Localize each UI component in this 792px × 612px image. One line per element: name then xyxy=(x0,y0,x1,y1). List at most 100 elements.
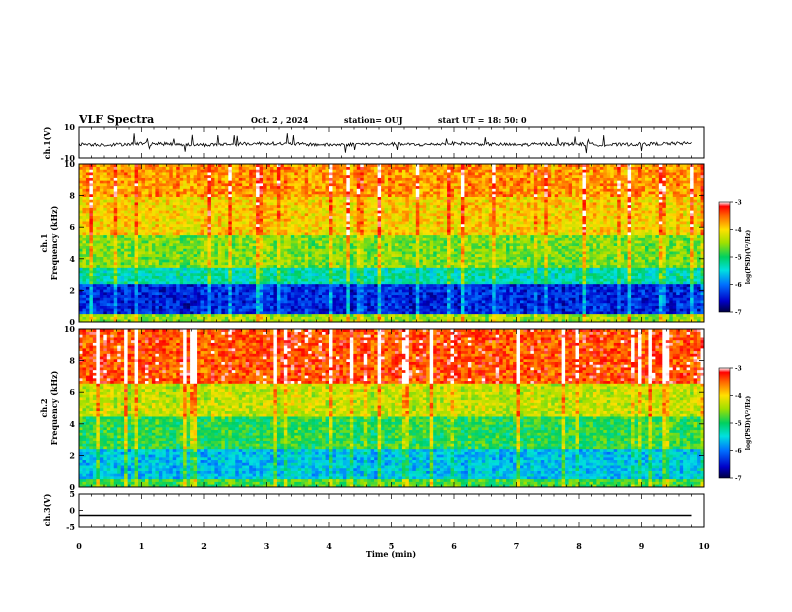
spectrogram-cell xyxy=(634,311,639,315)
spectrogram-cell xyxy=(207,278,212,282)
spectrogram-cell xyxy=(134,319,139,323)
spectrogram-cell xyxy=(405,305,410,309)
spectrogram-cell xyxy=(217,264,222,268)
spectrogram-cell xyxy=(596,270,601,274)
spectrogram-cell xyxy=(283,308,288,312)
spectrogram-cell xyxy=(304,292,309,296)
spectrogram-cell xyxy=(561,256,566,260)
spectrogram-cell xyxy=(176,248,180,252)
spectrogram-cell xyxy=(627,316,632,320)
spectrogram-cell xyxy=(672,305,677,309)
spectrogram-cell xyxy=(238,251,243,255)
spectrogram-cell xyxy=(499,281,503,285)
spectrogram-cell xyxy=(120,292,125,296)
spectrogram-cell xyxy=(467,264,472,268)
spectrogram-cell xyxy=(193,294,198,298)
spectrogram-cell xyxy=(165,313,170,317)
spectrogram-cell xyxy=(544,308,549,312)
spectrogram-cell xyxy=(485,283,490,287)
spectrogram-cell xyxy=(464,305,469,309)
spectrogram-cell xyxy=(471,311,476,315)
spectrogram-cell xyxy=(294,281,299,285)
spectrogram-cell xyxy=(460,256,465,260)
spectrogram-cell xyxy=(526,300,531,304)
spectrogram-cell xyxy=(627,292,632,296)
spectrogram-cell xyxy=(367,251,371,255)
spectrogram-cell xyxy=(405,289,410,293)
spectrogram-cell xyxy=(596,297,601,301)
spectrogram-cell xyxy=(579,292,583,296)
spectrogram-cell xyxy=(394,300,399,304)
spectrogram-cell xyxy=(474,245,479,249)
spectrogram-cell xyxy=(269,270,274,274)
spectrogram-cell xyxy=(398,319,403,323)
spectrogram-cell xyxy=(672,294,677,298)
spectrogram-cell xyxy=(436,245,441,249)
spectrogram-cell xyxy=(190,272,194,276)
spectrogram-cell xyxy=(342,275,347,279)
spectrogram-cell xyxy=(297,245,302,249)
spectrogram-cell xyxy=(592,302,597,306)
spectrogram-cell xyxy=(620,319,625,323)
spectrogram-cell xyxy=(346,286,351,290)
spectrogram-cell xyxy=(415,259,420,263)
spectrogram-cell xyxy=(329,313,333,317)
spectrogram-cell xyxy=(523,251,528,255)
spectrogram-cell xyxy=(624,316,628,320)
spectrogram-cell xyxy=(269,316,274,320)
spectrogram-cell xyxy=(450,259,455,263)
spectrogram-cell xyxy=(419,281,424,285)
spectrogram-cell xyxy=(353,297,358,301)
spectrogram-cell xyxy=(582,305,587,309)
spectrogram-cell xyxy=(467,294,472,298)
spectrogram-cell xyxy=(627,251,632,255)
spectrogram-cell xyxy=(686,289,691,293)
spectrogram-cell xyxy=(151,275,156,279)
spectrogram-cell xyxy=(231,286,236,290)
spectrogram-cell xyxy=(499,256,503,260)
spectrogram-cell xyxy=(565,262,569,266)
spectrogram-cell xyxy=(356,253,361,257)
spectrogram-cell xyxy=(408,270,413,274)
spectrogram-cell xyxy=(269,308,274,312)
spectrogram-cell xyxy=(301,248,305,252)
spectrogram-cell xyxy=(502,289,507,293)
spectrogram-cell xyxy=(183,292,187,296)
spectrogram-cell xyxy=(235,251,240,255)
spectrogram-cell xyxy=(252,281,257,285)
spectrogram-cell xyxy=(363,253,368,257)
spectrogram-cell xyxy=(575,283,580,287)
spectrogram-cell xyxy=(575,264,580,268)
spectrogram-cell xyxy=(568,253,573,257)
spectrogram-cell xyxy=(523,264,528,268)
spectrogram-cell xyxy=(349,300,354,304)
spectrogram-cell xyxy=(242,300,246,304)
spectrogram-cell xyxy=(554,305,559,309)
spectrogram-cell xyxy=(131,316,135,320)
spectrogram-cell xyxy=(460,245,465,249)
spectrogram-cell xyxy=(332,267,337,271)
spectrogram-cell xyxy=(596,302,601,306)
spectrogram-cell xyxy=(183,245,187,249)
spectrogram-cell xyxy=(624,267,628,271)
spectrogram-cell xyxy=(617,289,621,293)
spectrogram-cell xyxy=(676,251,680,255)
spectrogram-cell xyxy=(690,283,694,287)
spectrogram-cell xyxy=(519,275,524,279)
spectrogram-cell xyxy=(436,286,441,290)
spectrogram-cell xyxy=(217,300,222,304)
spectrogram-cell xyxy=(554,278,559,282)
spectrogram-cell xyxy=(92,316,97,320)
spectrogram-cell xyxy=(370,319,375,323)
spectrogram-cell xyxy=(506,286,510,290)
spectrogram-cell xyxy=(120,259,125,263)
spectrogram-cell xyxy=(186,264,191,268)
spectrogram-cell xyxy=(141,313,146,317)
spectrogram-cell xyxy=(197,275,201,279)
spectrogram-cell xyxy=(381,264,385,268)
spectrogram-cell xyxy=(89,294,94,298)
spectrogram-cell xyxy=(648,316,653,320)
spectrogram-cell xyxy=(96,248,101,252)
spectrogram-cell xyxy=(450,286,455,290)
spectrogram-cell xyxy=(676,300,680,304)
